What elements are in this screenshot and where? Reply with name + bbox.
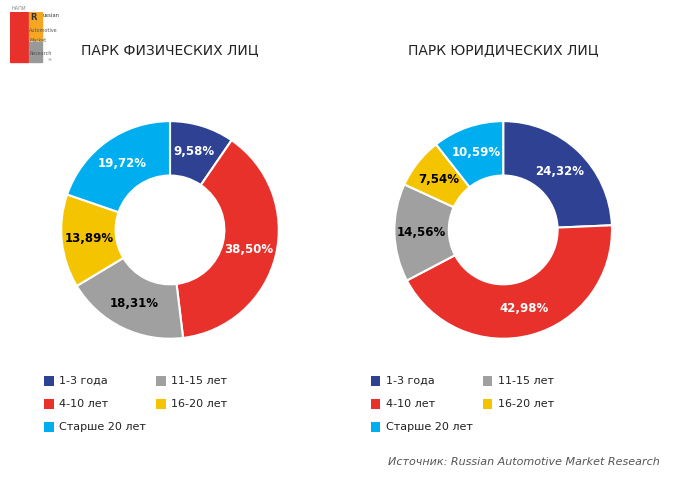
Bar <box>29 12 41 40</box>
Text: R: R <box>30 13 37 22</box>
Text: 11-15 лет: 11-15 лет <box>498 376 554 386</box>
Text: ПАРК ФИЗИЧЕСКИХ ЛИЦ: ПАРК ФИЗИЧЕСКИХ ЛИЦ <box>81 43 259 57</box>
Bar <box>10 12 28 62</box>
Text: 16-20 лет: 16-20 лет <box>498 399 554 409</box>
Wedge shape <box>177 140 279 338</box>
Text: 1-3 года: 1-3 года <box>59 376 108 386</box>
Text: 24,32%: 24,32% <box>535 164 584 178</box>
Text: Market: Market <box>29 38 46 43</box>
Bar <box>29 42 41 62</box>
Text: 1-3 года: 1-3 года <box>386 376 435 386</box>
Wedge shape <box>405 144 470 207</box>
Wedge shape <box>170 121 232 185</box>
Text: 4-10 лет: 4-10 лет <box>59 399 108 409</box>
Text: Старше 20 лет: Старше 20 лет <box>386 422 473 432</box>
Text: 16-20 лет: 16-20 лет <box>171 399 228 409</box>
Wedge shape <box>407 225 612 339</box>
Text: ПАРК ЮРИДИЧЕСКИХ ЛИЦ: ПАРК ЮРИДИЧЕСКИХ ЛИЦ <box>408 43 598 57</box>
Text: 7,54%: 7,54% <box>419 173 460 186</box>
Text: НАПИ: НАПИ <box>11 6 26 11</box>
Text: 4-10 лет: 4-10 лет <box>386 399 435 409</box>
Wedge shape <box>67 121 170 212</box>
Text: Источник: Russian Automotive Market Research: Источник: Russian Automotive Market Rese… <box>388 457 660 467</box>
Text: ussian: ussian <box>42 13 59 18</box>
Text: ®: ® <box>48 59 52 63</box>
Text: 13,89%: 13,89% <box>65 232 114 245</box>
Wedge shape <box>394 184 455 281</box>
Text: Research: Research <box>29 51 52 56</box>
Wedge shape <box>61 194 123 286</box>
Text: 14,56%: 14,56% <box>397 226 446 239</box>
Text: 18,31%: 18,31% <box>109 297 158 310</box>
Wedge shape <box>503 121 612 228</box>
Text: Automotive: Automotive <box>29 28 58 33</box>
Text: 19,72%: 19,72% <box>98 157 147 170</box>
Wedge shape <box>436 121 503 187</box>
Text: Старше 20 лет: Старше 20 лет <box>59 422 146 432</box>
Text: 9,58%: 9,58% <box>173 146 215 159</box>
Text: 42,98%: 42,98% <box>500 302 549 315</box>
Text: 38,50%: 38,50% <box>224 243 274 256</box>
Wedge shape <box>77 258 183 339</box>
Text: 10,59%: 10,59% <box>452 146 501 160</box>
Text: 11-15 лет: 11-15 лет <box>171 376 227 386</box>
